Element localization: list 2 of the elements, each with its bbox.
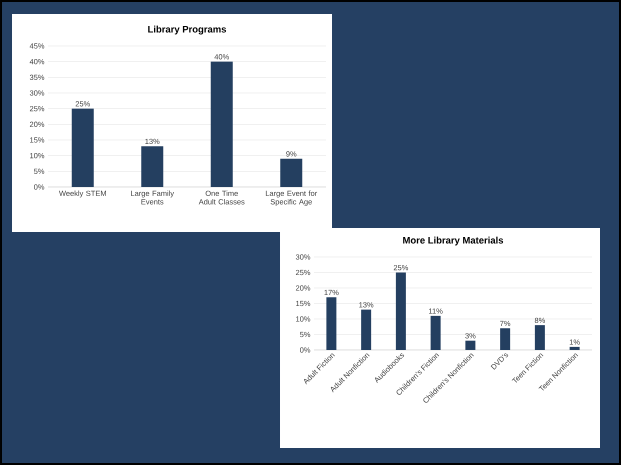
chart-title: More Library Materials (403, 236, 504, 246)
chart-title: Library Programs (148, 26, 226, 34)
